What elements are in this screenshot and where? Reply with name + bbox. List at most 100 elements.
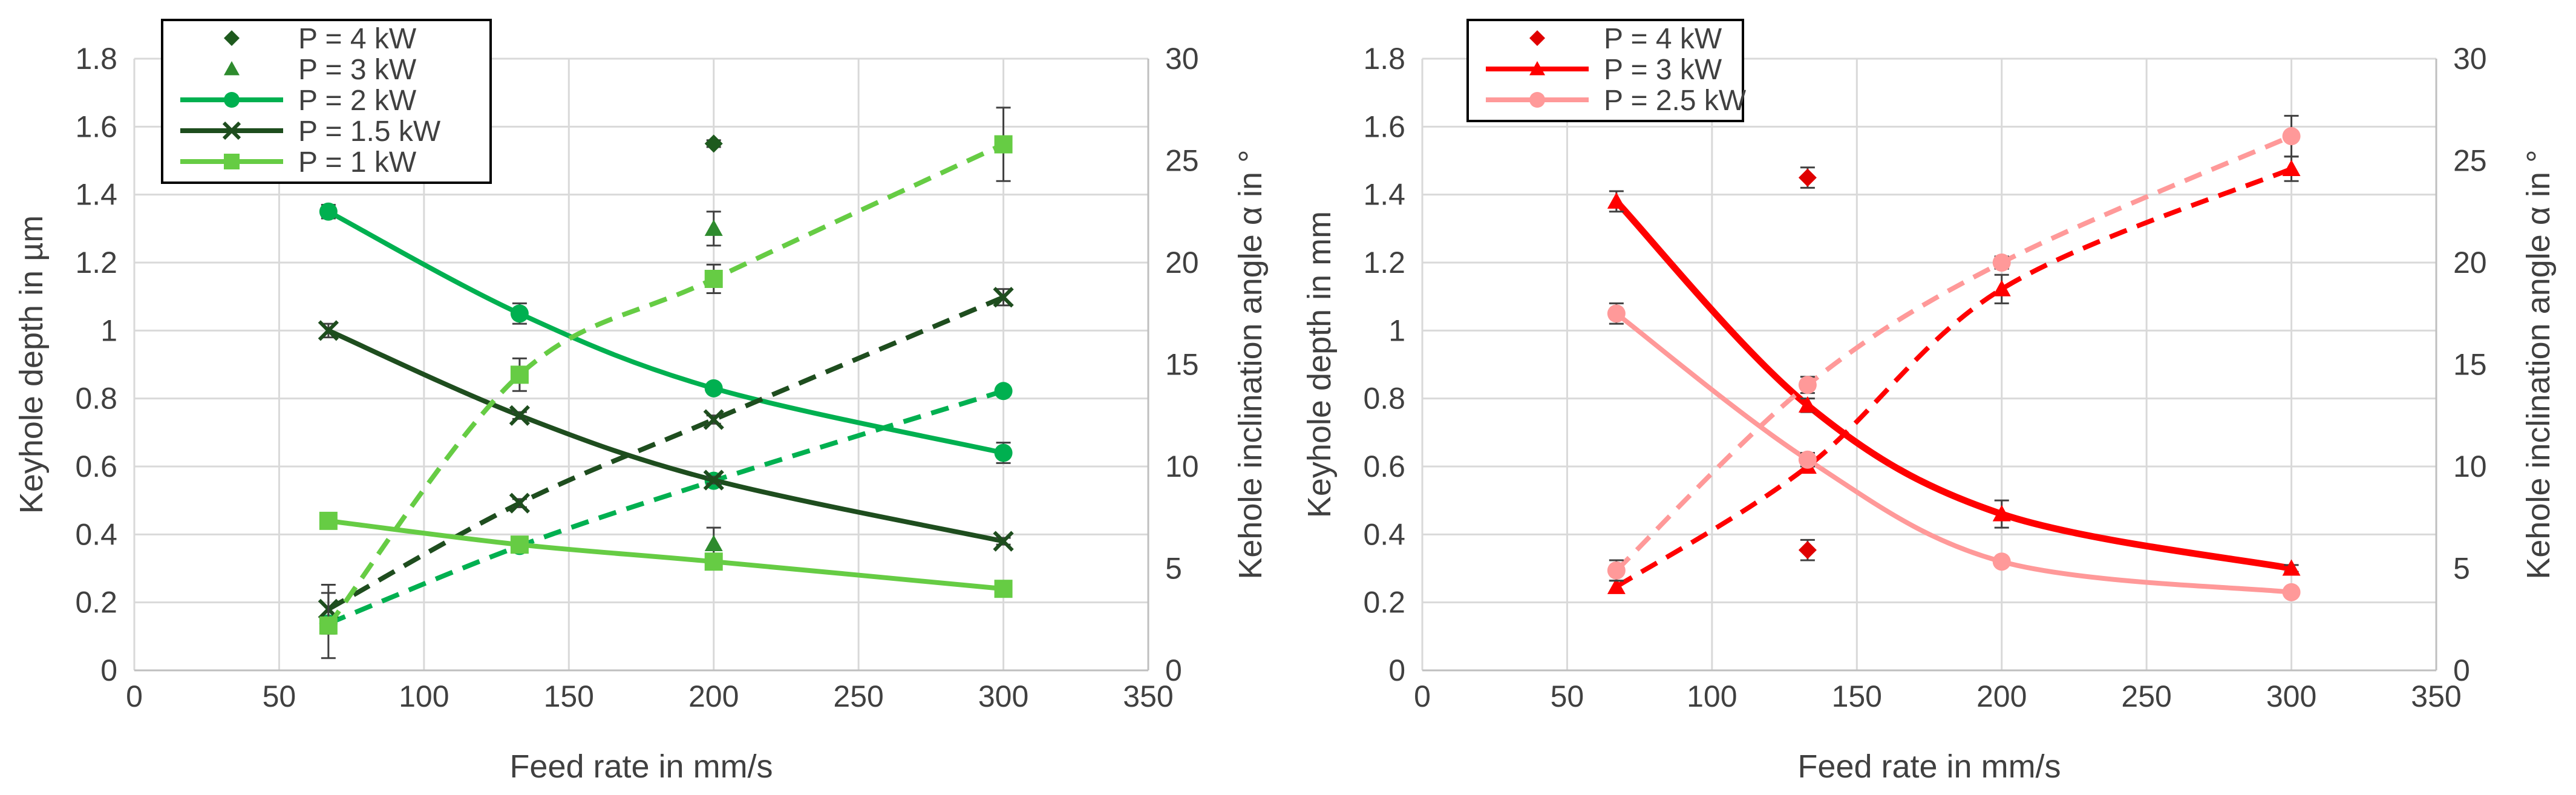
chart-1-y-tick-label: 0.2 (1363, 586, 1405, 620)
chart-1-series-p-4-kw-angle (1798, 538, 1817, 561)
chart-0-point-p-3-kw-depth (704, 219, 723, 236)
chart-1-x-tick-label: 250 (2121, 679, 2171, 713)
chart-0-point-p-1-5-kw-angle (509, 492, 531, 514)
chart-0-legend-marker (224, 61, 240, 76)
chart-0-legend-marker (224, 30, 240, 46)
chart-0-point-p-2-kw-depth (510, 304, 529, 323)
chart-0-point-p-3-kw-angle (704, 535, 723, 552)
chart-0-line-p-1-kw-angle (326, 142, 1005, 627)
chart-1-legend-marker (1529, 61, 1545, 76)
chart-1-point-p-2-5-kw-angle (2282, 127, 2301, 146)
chart-0-y2-tick-label: 10 (1165, 450, 1199, 483)
chart-0-y-tick-label: 1 (100, 313, 117, 347)
chart-1-series-p-2-5-kw-depth (1607, 302, 2301, 601)
chart-0-x-tick-label: 50 (263, 679, 296, 713)
chart-0-point-p-4-kw-depth (704, 134, 723, 153)
chart-0-point-p-1-kw-depth (704, 552, 723, 571)
chart-0-series-p-1-5-kw-depth (318, 320, 1014, 552)
chart-0-point-p-2-kw-angle (994, 382, 1013, 401)
chart-1-point-p-2-5-kw-angle (1992, 254, 2011, 272)
chart-0-legend-label: P = 2 kW (298, 85, 417, 117)
chart-1-y2-tick-label: 15 (2453, 348, 2487, 382)
chart-1-y-tick-label: 1 (1388, 313, 1405, 347)
chart-0-legend-label: P = 3 kW (298, 54, 417, 86)
chart-1-y-tick-label: 1.6 (1363, 110, 1405, 143)
chart-0-x-tick-label: 100 (399, 679, 449, 713)
chart-0-legend-label: P = 1 kW (298, 146, 417, 178)
chart-0-line-p-2-kw-depth (327, 209, 1004, 456)
chart-0-point-p-2-kw-depth (319, 202, 338, 221)
chart-1-x-tick-label: 0 (1414, 679, 1431, 713)
chart-left: 0 50 100 150 200 250 300 35000.20.40.60.811.21.… (13, 19, 1269, 785)
chart-0-point-p-2-kw-depth (994, 443, 1013, 462)
chart-0-legend-item-p-4-kw: P = 4 kW (224, 23, 417, 55)
chart-0-y2-tick-label: 5 (1165, 552, 1182, 586)
chart-0-legend-label: P = 1.5 kW (298, 116, 441, 148)
chart-0-y2-tick-label: 30 (1165, 42, 1199, 76)
chart-0-y-tick-label: 1.6 (75, 110, 117, 143)
chart-0-x-tick-label: 300 (978, 679, 1028, 713)
chart-1-point-p-3-kw-depth (1992, 505, 2011, 522)
chart-1-y2-tick-label: 10 (2453, 450, 2487, 483)
chart-0-y-tick-label: 0 (100, 653, 117, 687)
chart-1-line-p-2-5-kw-depth (1615, 312, 2292, 595)
chart-1-x-tick-label: 300 (2266, 679, 2316, 713)
chart-1-point-p-4-kw-depth (1798, 168, 1817, 187)
chart-1-line-p-3-kw-depth (1613, 199, 2292, 572)
chart-1-legend: P = 4 kWP = 3 kWP = 2.5 kW (1466, 19, 1747, 122)
chart-1-x-tick-label: 50 (1551, 679, 1584, 713)
chart-0-y-tick-label: 0.4 (75, 517, 117, 551)
chart-0-legend-item-p-3-kw: P = 3 kW (224, 54, 417, 86)
chart-1-point-p-3-kw-angle (1992, 280, 2011, 296)
chart-0-point-p-1-5-kw-depth (703, 469, 724, 491)
chart-1-y2-tick-label: 0 (2453, 653, 2470, 687)
chart-1-x-axis-title: Feed rate in mm/s (1797, 748, 2061, 785)
chart-1-legend-item-p-3-kw: P = 3 kW (1486, 54, 1722, 86)
chart-1-y-tick-label: 0.8 (1363, 382, 1405, 416)
chart-0-point-p-1-5-kw-angle (703, 409, 724, 430)
chart-0-y2-tick-label: 15 (1165, 348, 1199, 382)
chart-1-point-p-3-kw-depth (2282, 559, 2301, 576)
chart-0-point-p-1-kw-depth (319, 511, 338, 530)
chart-1-x-tick-label: 150 (1832, 679, 1882, 713)
chart-0-y2-tick-label: 20 (1165, 246, 1199, 280)
chart-0-point-p-1-kw-depth (994, 580, 1013, 598)
chart-1-line-p-3-kw-angle (1615, 166, 2293, 589)
chart-1-point-p-3-kw-angle (1607, 577, 1626, 594)
chart-0-point-p-1-5-kw-depth (993, 531, 1014, 552)
chart-0-gridlines (133, 57, 1149, 672)
chart-0-y-tick-label: 1.8 (75, 42, 117, 76)
chart-0-y-axis-title: Keyhole depth in µm (13, 215, 50, 514)
chart-0-x-tick-label: 150 (544, 679, 594, 713)
chart-1-y2-tick-label: 20 (2453, 246, 2487, 280)
chart-0-line-p-1-5-kw-angle (327, 295, 1005, 612)
chart-0-legend-item-p-2-kw: P = 2 kW (180, 85, 417, 117)
chart-1-point-p-2-5-kw-angle (1798, 376, 1817, 394)
chart-0-point-p-1-kw-angle (994, 135, 1013, 154)
chart-0-point-p-1-kw-depth (510, 535, 529, 554)
chart-0-point-p-1-kw-angle (704, 269, 723, 288)
chart-0-point-p-1-kw-angle (319, 616, 338, 635)
chart-0-legend-marker (224, 92, 240, 108)
chart-1-series-p-3-kw-depth (1607, 190, 2301, 576)
chart-0-y2-tick-label: 0 (1165, 653, 1182, 687)
chart-0-x-tick-label: 200 (688, 679, 739, 713)
chart-0-x-tick-label: 0 (126, 679, 143, 713)
chart-1-legend-marker (1529, 92, 1545, 108)
chart-0-line-p-2-kw-angle (327, 388, 1004, 626)
chart-0-y-tick-label: 0.6 (75, 450, 117, 483)
chart-1-point-p-2-5-kw-depth (2282, 583, 2301, 601)
chart-0-point-p-1-5-kw-angle (993, 287, 1014, 308)
chart-0-y-tick-label: 0.2 (75, 586, 117, 620)
chart-1-legend-label: P = 3 kW (1604, 54, 1722, 86)
chart-1-point-p-2-5-kw-depth (1607, 304, 1626, 323)
chart-0-y-tick-label: 1.4 (75, 178, 117, 212)
chart-1-legend-item-p-4-kw: P = 4 kW (1529, 23, 1722, 55)
chart-0-legend-item-p-1-5-kw: P = 1.5 kW (180, 116, 441, 148)
chart-0-legend-marker (224, 154, 240, 169)
chart-0-point-p-2-kw-depth (704, 379, 723, 398)
chart-1-gridlines (1421, 57, 2437, 672)
chart-0-series-p-1-kw-depth (319, 511, 1013, 598)
chart-1-x-tick-label: 200 (1976, 679, 2027, 713)
